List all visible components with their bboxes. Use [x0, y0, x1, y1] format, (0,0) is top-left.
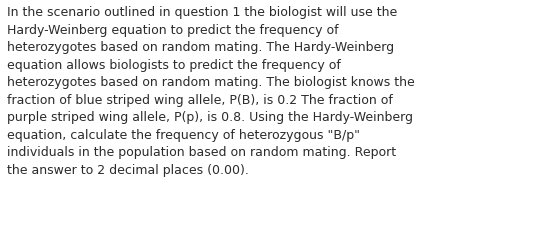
Text: In the scenario outlined in question 1 the biologist will use the
Hardy-Weinberg: In the scenario outlined in question 1 t… — [7, 6, 415, 176]
